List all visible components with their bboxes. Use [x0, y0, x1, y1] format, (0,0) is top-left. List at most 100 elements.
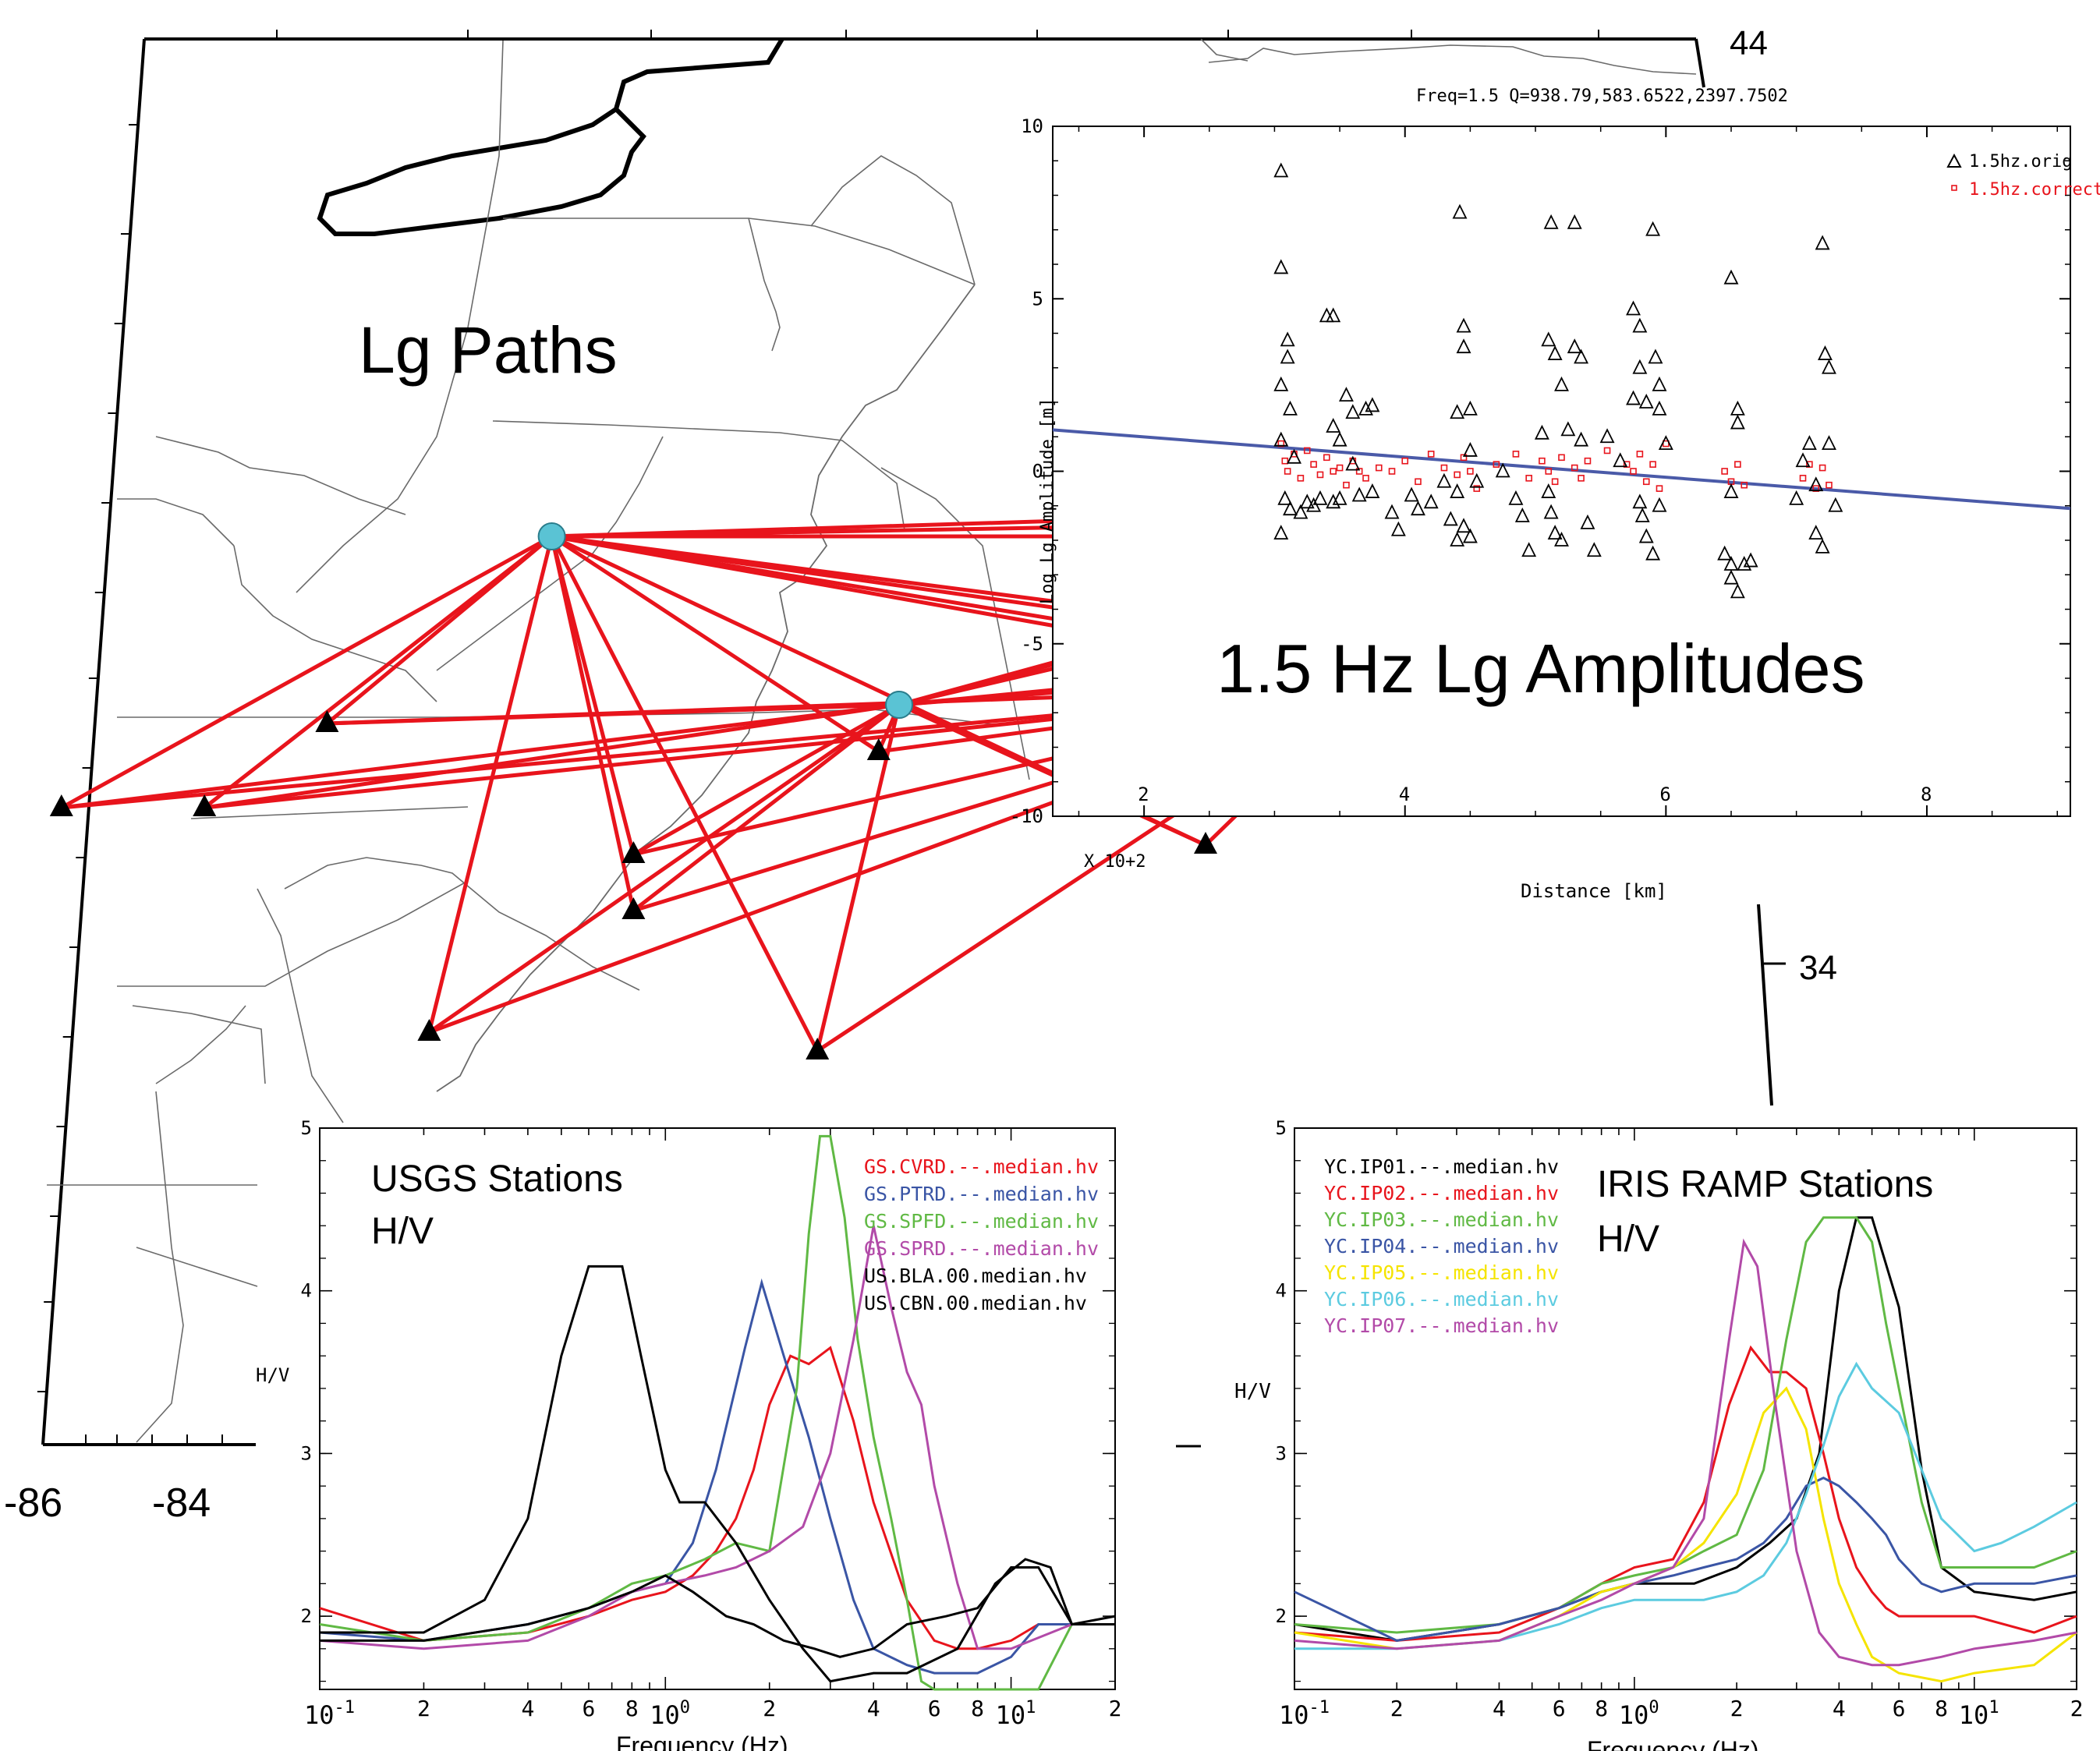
amp-point-orig-4: [1273, 376, 1289, 391]
amp-point-orig-103: [1828, 497, 1843, 512]
amp-fit-line: [1052, 428, 2071, 511]
station-marker-s7: [622, 841, 646, 863]
iris-series-line-4: [1294, 1386, 2077, 1683]
amp-point-orig-21: [1345, 455, 1361, 471]
amp-xtick-label-1: 4: [1399, 784, 1410, 805]
amp-point-orig-86: [1723, 483, 1739, 498]
iris-legend-entry-4: YC.IP05.--.median.hv: [1324, 1261, 1559, 1284]
amplitude-plot-title: Freq=1.5 Q=938.79,583.6522,2397.7502: [1416, 87, 1788, 106]
lg-path-e1-s12: [551, 534, 880, 754]
amplitude-fit-line: [1052, 428, 2071, 511]
amp-point-orig-35: [1450, 531, 1465, 547]
usgs-legend-entry-4: US.BLA.00.median.hv: [864, 1265, 1087, 1287]
iris-xtick-label-6: 6: [1893, 1696, 1906, 1721]
iris-ytick-label-3: 5: [1276, 1117, 1287, 1139]
amplitude-plot-frame: [1052, 126, 2071, 817]
amp-point-orig-16: [1326, 307, 1341, 323]
amp-point-correct-40: [1649, 461, 1656, 468]
usgs-series-line-2: [319, 1134, 1115, 1691]
amp-point-orig-49: [1521, 542, 1537, 557]
lg-path-e1-s11: [550, 535, 820, 1052]
lg-path-e2-s5: [204, 702, 900, 810]
amplitude-legend: 1.5hz.orig 1.5hz.correct: [1946, 152, 2100, 200]
amp-point-orig-56: [1543, 504, 1559, 519]
amp-point-orig-57: [1547, 525, 1563, 540]
usgs-decade-label-2: 101: [996, 1698, 1036, 1730]
iris-xtick-label-0: 2: [1390, 1696, 1404, 1721]
amp-point-orig-69: [1632, 317, 1648, 333]
amp-point-orig-83: [1723, 269, 1739, 285]
usgs-series-line-3: [319, 1225, 1115, 1650]
usgs-xtick-label-0: 2: [417, 1696, 430, 1721]
amp-point-orig-89: [1723, 569, 1739, 585]
iris-series-line-5: [1294, 1361, 2077, 1650]
legend-marker-correct: [1951, 185, 1957, 191]
amp-point-correct-20: [1440, 464, 1448, 472]
amp-point-correct-35: [1603, 447, 1611, 455]
amp-point-orig-82: [1658, 435, 1673, 450]
amp-point-orig-65: [1586, 542, 1602, 557]
amp-point-orig-0: [1273, 162, 1289, 178]
amp-xtick-label-2: 6: [1659, 784, 1670, 805]
amp-point-orig-67: [1613, 452, 1628, 468]
amp-point-correct-7: [1316, 471, 1324, 479]
usgs-plot-frame: [319, 1127, 1116, 1690]
iris-hv-plot: 2 4 6 8 2 4 6 8 2 10-1 100 101 2 3 4 5 YC.IP01.--.media…: [1234, 1117, 2083, 1751]
amp-point-orig-68: [1626, 300, 1641, 316]
lg-path-e2-s10: [427, 702, 901, 1035]
usgs-xtick-label-2: 6: [583, 1696, 596, 1721]
amp-ytick-label-0: 10: [1021, 115, 1043, 137]
amp-point-orig-23: [1358, 400, 1373, 416]
amp-point-correct-50: [1818, 464, 1826, 472]
event-marker-e2: [885, 691, 913, 719]
amp-point-orig-74: [1648, 348, 1663, 364]
amp-point-correct-16: [1388, 468, 1396, 475]
iris-legend-entry-3: YC.IP04.--.median.hv: [1324, 1235, 1559, 1258]
amp-point-orig-100: [1818, 345, 1833, 360]
amp-point-correct-19: [1427, 451, 1435, 458]
amp-point-correct-33: [1578, 475, 1585, 482]
amp-point-correct-24: [1473, 485, 1481, 492]
amp-point-orig-80: [1645, 545, 1661, 561]
usgs-ytick-label-2: 4: [301, 1280, 312, 1302]
amp-ytick-label-1: 5: [1032, 288, 1043, 310]
amp-point-orig-50: [1534, 424, 1549, 440]
amp-point-orig-28: [1384, 504, 1400, 519]
amp-point-orig-78: [1634, 508, 1650, 522]
amp-point-correct-34: [1584, 457, 1592, 465]
amp-point-correct-25: [1493, 461, 1500, 468]
usgs-overlay-subtitle: H/V: [371, 1211, 434, 1252]
lg-path-e2-s7: [632, 702, 901, 857]
amp-point-correct-6: [1310, 461, 1317, 468]
amp-point-correct-38: [1636, 451, 1644, 458]
amp-point-orig-20: [1345, 404, 1361, 419]
legend-label-correct: 1.5hz.correct: [1969, 180, 2100, 200]
amp-point-orig-85: [1730, 414, 1745, 430]
iris-decade-label-0: 10-1: [1279, 1698, 1330, 1730]
amp-point-correct-14: [1362, 475, 1369, 482]
amp-point-orig-55: [1541, 483, 1556, 498]
amp-point-correct-2: [1284, 468, 1291, 475]
amp-point-orig-1: [1273, 259, 1289, 274]
amp-point-orig-91: [1737, 555, 1752, 571]
amp-point-orig-33: [1436, 472, 1452, 488]
amp-point-orig-30: [1404, 486, 1419, 502]
amp-point-correct-18: [1415, 478, 1422, 486]
station-marker-s10: [417, 1019, 441, 1041]
amp-point-correct-15: [1375, 464, 1383, 472]
amp-point-orig-64: [1580, 514, 1595, 529]
amp-point-orig-51: [1541, 331, 1556, 347]
amp-point-correct-30: [1551, 478, 1559, 486]
lg-path-e1-s5: [203, 535, 554, 809]
iris-xtick-label-2: 6: [1553, 1696, 1566, 1721]
iris-xtick-label-7: 8: [1935, 1696, 1948, 1721]
amp-point-orig-6: [1273, 431, 1289, 447]
amp-point-correct-36: [1623, 461, 1631, 468]
usgs-legend-entry-5: US.CBN.00.median.hv: [864, 1292, 1087, 1314]
amp-point-orig-10: [1273, 525, 1289, 540]
amp-point-orig-41: [1462, 441, 1478, 457]
iris-xtick-label-8: 2: [2070, 1696, 2084, 1721]
longitude-label-left: -86: [4, 1480, 62, 1526]
lg-path-e1-s7: [550, 536, 636, 855]
amp-point-correct-51: [1826, 481, 1833, 489]
